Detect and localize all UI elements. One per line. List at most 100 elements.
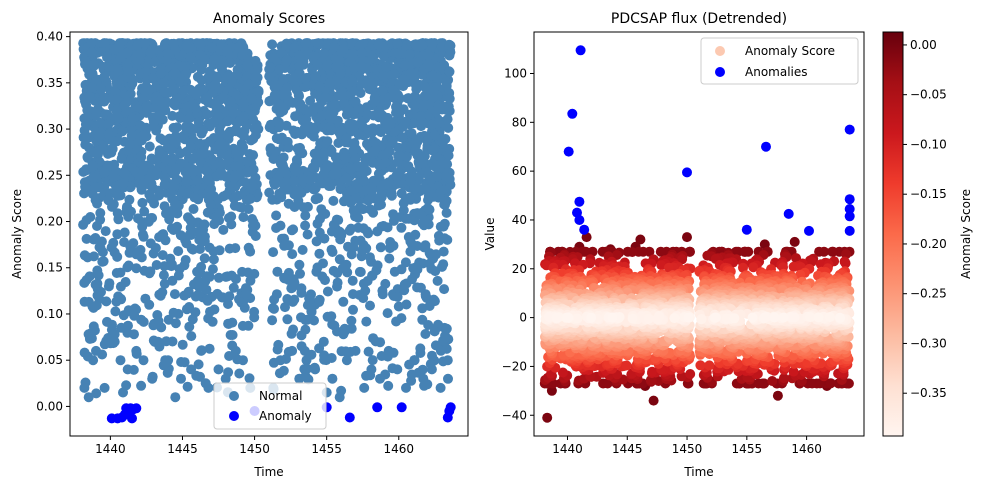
normal-point (340, 152, 351, 163)
normal-point (423, 195, 433, 205)
normal-point (181, 41, 192, 51)
normal-point (437, 134, 448, 144)
normal-point (176, 357, 187, 367)
normal-point (364, 252, 375, 263)
normal-point (153, 336, 163, 347)
normal-point (363, 195, 374, 206)
normal-point (222, 129, 232, 140)
left-y-tick-label: 0.40 (36, 30, 63, 44)
normal-point (79, 125, 90, 136)
normal-point (111, 268, 122, 278)
normal-point (341, 259, 352, 270)
normal-point (84, 91, 95, 102)
normal-point (196, 64, 207, 75)
normal-point (400, 213, 411, 224)
normal-point (136, 380, 147, 391)
normal-point (203, 118, 214, 129)
normal-point (406, 128, 417, 139)
normal-point (186, 364, 197, 375)
normal-point (289, 175, 300, 186)
normal-point (79, 382, 90, 393)
normal-point (401, 382, 411, 393)
normal-point (131, 345, 142, 356)
normal-point (204, 136, 215, 147)
normal-point (430, 340, 441, 351)
normal-point (159, 77, 169, 88)
normal-point (368, 207, 379, 218)
normal-point (184, 113, 195, 124)
normal-point (356, 61, 367, 72)
normal-point (406, 375, 417, 386)
normal-point (187, 99, 198, 110)
normal-point (157, 250, 168, 261)
normal-point (124, 139, 135, 150)
normal-point (425, 175, 436, 186)
score-point (748, 262, 759, 273)
score-point (557, 367, 568, 378)
normal-point (348, 145, 359, 156)
normal-point (444, 66, 455, 77)
normal-point (441, 323, 452, 334)
score-point (638, 246, 649, 257)
normal-point (232, 64, 243, 75)
normal-point (226, 219, 237, 230)
normal-point (416, 111, 427, 122)
normal-point (281, 54, 292, 65)
normal-point (99, 167, 110, 178)
normal-point (302, 201, 313, 212)
normal-point (282, 314, 293, 325)
normal-point (107, 201, 117, 212)
normal-point (87, 47, 97, 58)
normal-point (271, 210, 282, 221)
normal-point (287, 249, 298, 260)
normal-point (283, 198, 294, 209)
normal-point (429, 326, 440, 337)
normal-point (92, 265, 103, 276)
normal-point (441, 158, 452, 169)
normal-point (205, 199, 216, 210)
normal-point (154, 96, 165, 106)
normal-point (239, 177, 250, 188)
normal-point (303, 374, 314, 385)
normal-point (199, 253, 210, 264)
normal-point (377, 85, 388, 96)
score-point (819, 246, 829, 257)
normal-point (122, 262, 133, 273)
normal-point (389, 69, 400, 80)
normal-point (184, 321, 195, 332)
normal-point (237, 320, 248, 331)
normal-point (194, 138, 205, 149)
left-x-tick-label: 1450 (239, 442, 270, 456)
normal-point (220, 373, 231, 384)
normal-point (348, 304, 358, 315)
normal-point (106, 324, 117, 335)
normal-point (123, 320, 133, 331)
normal-point (326, 226, 337, 237)
normal-point (317, 271, 328, 282)
score-point (772, 390, 783, 401)
normal-point (139, 38, 150, 49)
normal-point (166, 144, 176, 155)
anomaly-point (344, 412, 355, 423)
normal-point (138, 178, 149, 189)
normal-point (290, 111, 301, 122)
normal-point (165, 253, 176, 264)
normal-point (248, 133, 259, 144)
normal-point (369, 97, 380, 108)
normal-point (88, 59, 99, 70)
normal-point (328, 195, 339, 206)
normal-point (86, 38, 97, 49)
normal-point (297, 244, 308, 255)
normal-point (243, 242, 254, 253)
normal-point (204, 343, 215, 354)
normal-point (443, 373, 453, 384)
normal-point (144, 141, 155, 152)
normal-point (333, 138, 344, 148)
normal-point (373, 168, 384, 179)
normal-point (97, 247, 108, 258)
normal-point (231, 126, 241, 137)
normal-point (417, 158, 428, 169)
normal-point (272, 344, 283, 355)
normal-point (399, 285, 410, 296)
